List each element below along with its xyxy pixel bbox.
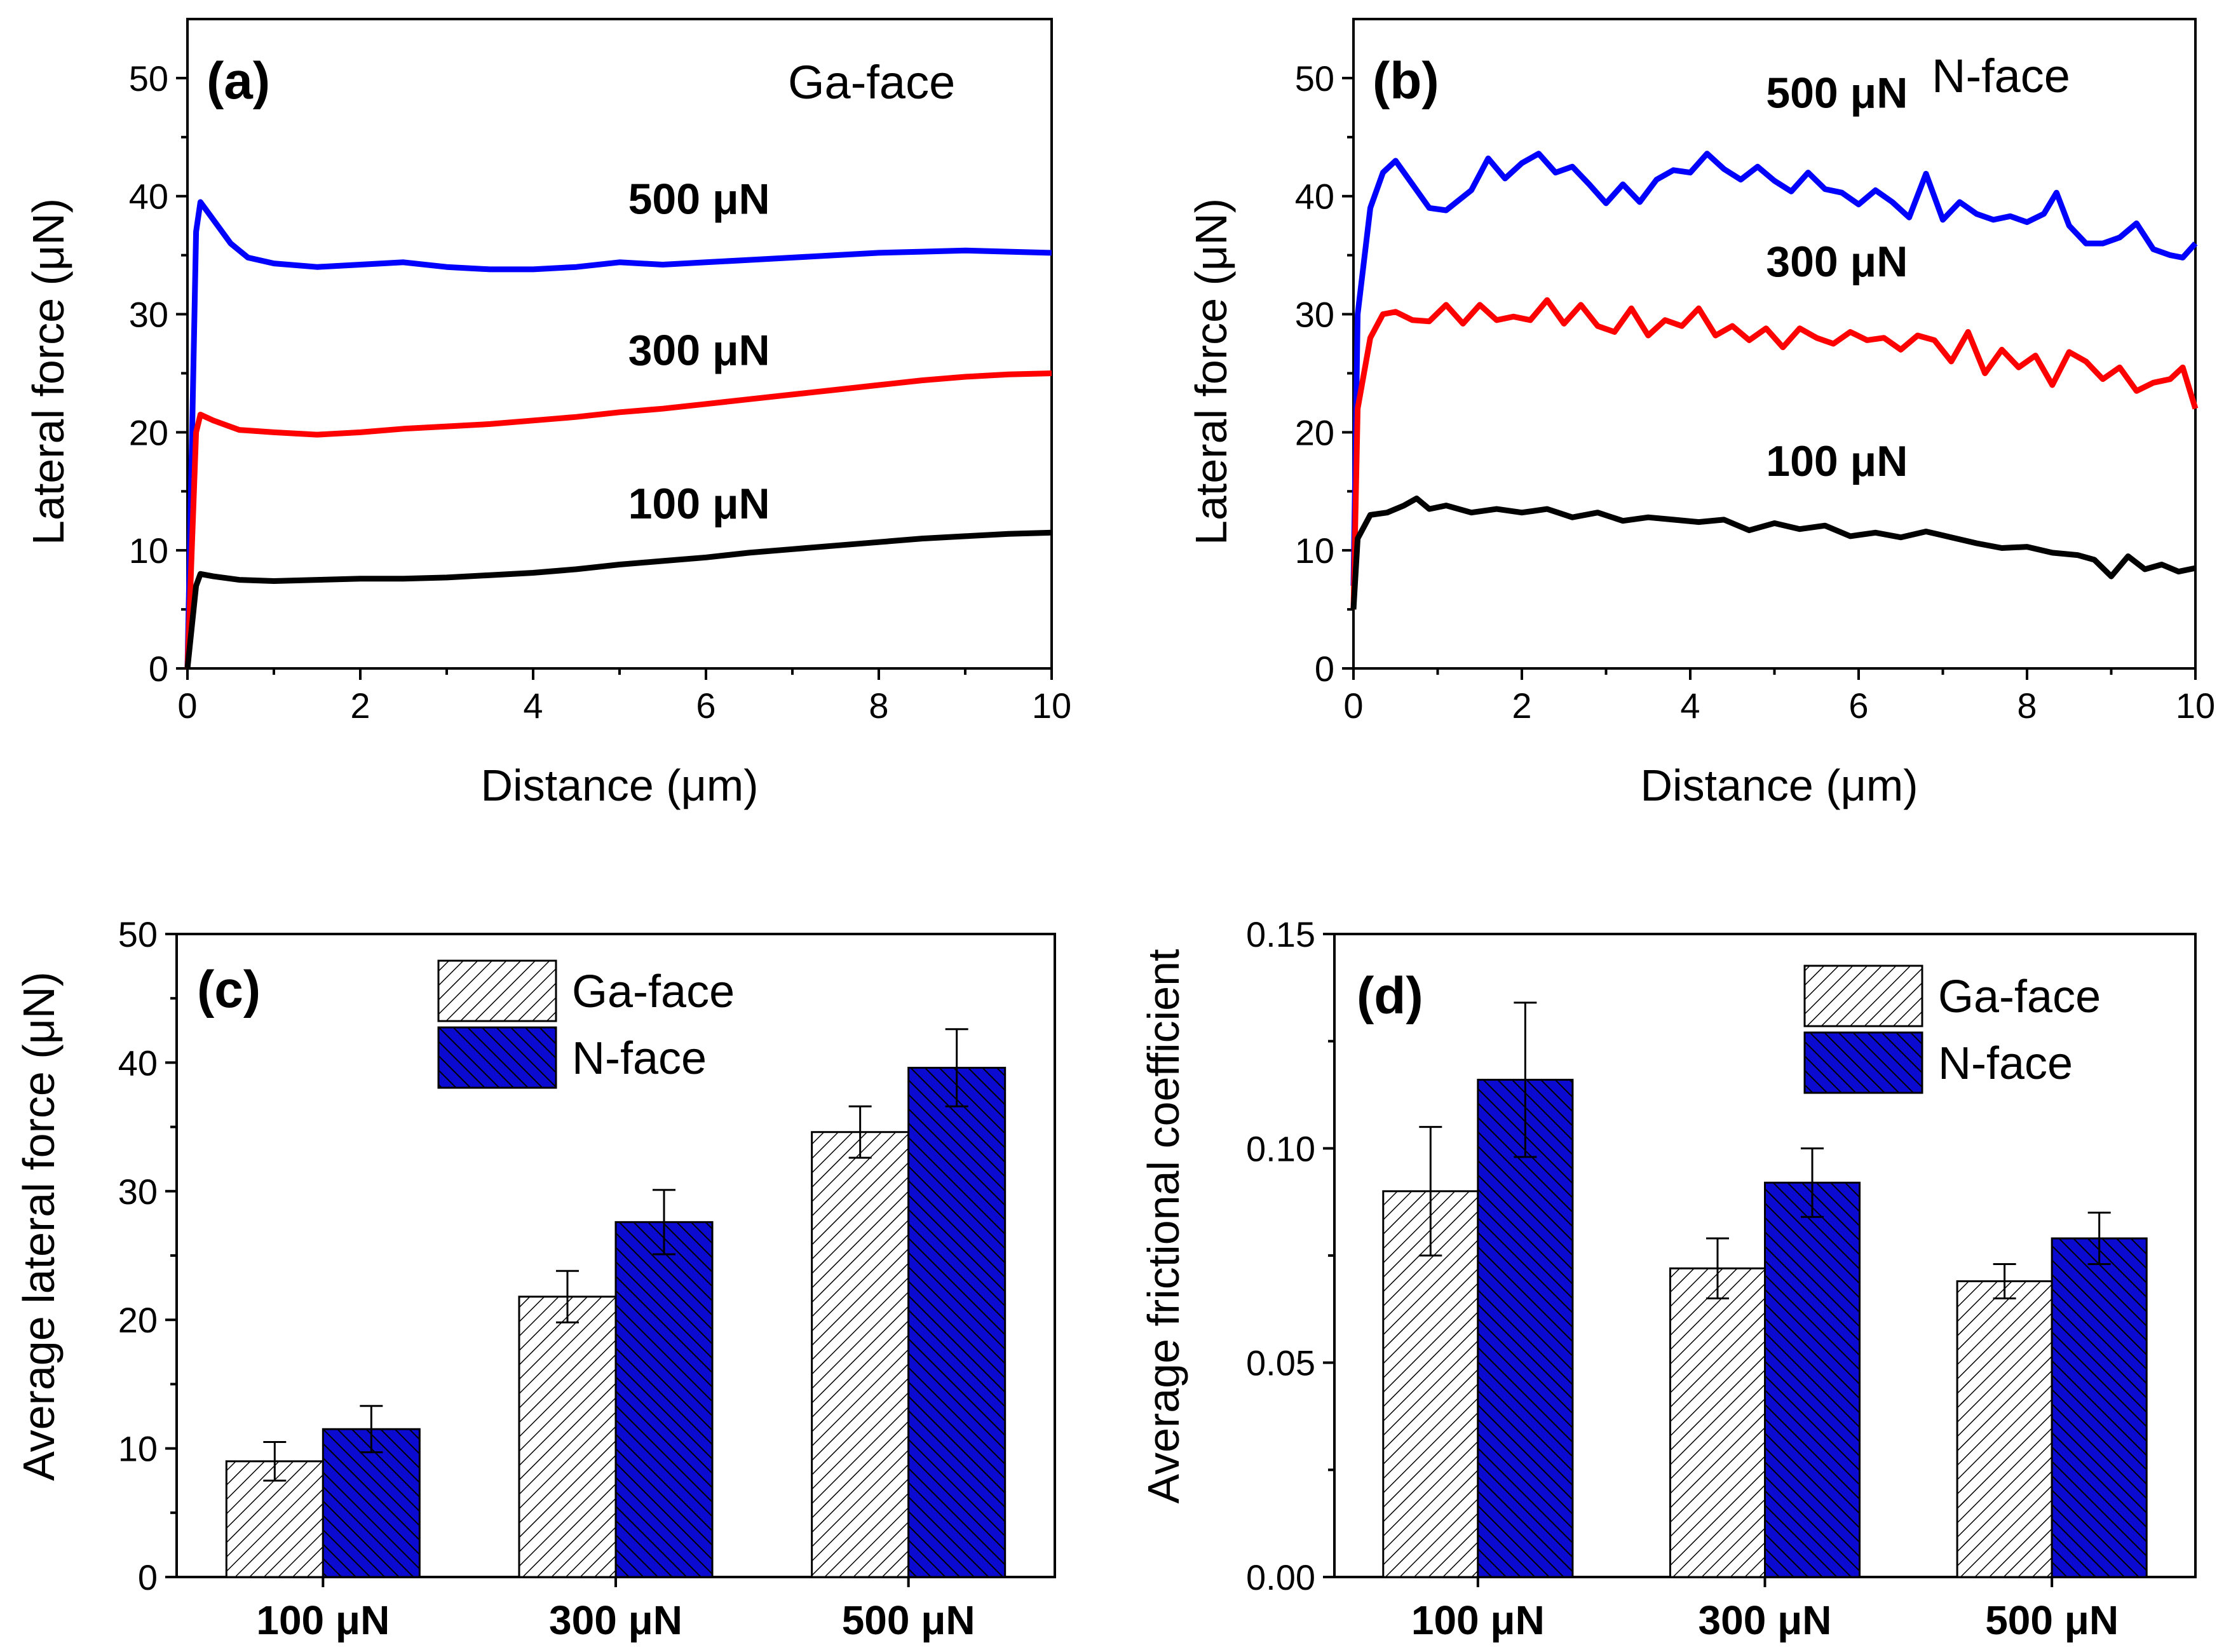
panel-c-y-tick-label: 50 [118,914,158,954]
panel-d-category-label: 500 μN [1985,1597,2119,1643]
panel-b-series-line-2 [1350,297,2199,610]
panel-d-y-tick-label: 0.10 [1246,1128,1315,1168]
panel-b-y-tick-label: 10 [1295,531,1334,571]
panel-a-x-tick-label: 2 [350,686,370,726]
panel-d-category-label: 100 μN [1411,1597,1545,1643]
panel-d-axes: 0.00 0.05 0.10 0.15 100 μN 300 μN 500 μN [1246,914,2197,1643]
panel-b-annotations: 500 μN 300 μN 100 μN [1766,69,1908,485]
panel-a-y-tick-label: 20 [129,412,168,452]
panel-d-bar-n-face [1764,1181,1861,1578]
panel-c-bar-chart: (c) Average lateral force (μN) 0 10 20 30 40… [14,914,1056,1643]
panel-b-series-annotation-2: 300 μN [1766,238,1908,286]
panel-d-bars [1382,1001,2148,1578]
panel-a-axes: 0 2 4 6 8 10 0 10 20 30 40 50 [129,18,1071,726]
panel-c-y-tick-label: 20 [118,1300,158,1340]
panel-c-label: (c) [197,961,261,1019]
panel-a-line-chart: (a) Ga-face Lateral force (μN) Distance … [24,18,1071,810]
panel-d-bar-n-face [2051,1237,2148,1578]
panel-b-label: (b) [1373,52,1439,110]
panel-a-y-tick-label: 40 [129,177,168,217]
panel-a-series-line-3 [184,529,1052,669]
panel-a-plot-frame [186,18,1053,670]
panel-c-category-label: 300 μN [549,1597,682,1643]
panel-a-y-tick-label: 10 [129,531,168,571]
panel-d-y-tick-label: 0.15 [1246,914,1315,954]
panel-b-series-annotation-3: 100 μN [1766,437,1908,485]
panel-b-x-tick-label: 2 [1512,686,1531,726]
panel-b-series-line-3 [1350,495,2196,610]
panel-c-bar-n-face [907,1066,1007,1578]
panel-c-legend: Ga-face N-face [437,959,735,1089]
panel-d-legend-label: N-face [1938,1038,2073,1089]
panel-a-x-tick-label: 8 [869,686,888,726]
panel-c-legend-swatch-ga-face [437,959,557,1022]
panel-d-bar-ga-face [1669,1267,1766,1578]
panel-d-legend: Ga-face N-face [1803,965,2101,1094]
panel-c-y-tick-label: 40 [118,1043,158,1083]
panel-b-axes: 0 2 4 6 8 10 0 10 20 30 40 50 [1295,18,2215,726]
panel-a-x-tick-label: 6 [696,686,715,726]
panel-a-series-annotation-1: 500 μN [628,175,770,224]
panel-c-bar-n-face [322,1428,421,1578]
panel-a-x-tick-label: 0 [177,686,197,726]
panel-c-bar-n-face [614,1221,714,1578]
panel-b-y-tick-label: 20 [1295,412,1334,452]
panel-d-y-tick-label: 0.05 [1246,1343,1315,1383]
panel-c-bars [225,1028,1007,1578]
panel-b-x-tick-label: 4 [1680,686,1700,726]
panel-a-y-tick-label: 30 [129,295,168,335]
panel-d-bar-ga-face [1956,1280,2053,1578]
panel-d-legend-swatch-n-face [1803,1031,1923,1094]
panel-d-category-label: 300 μN [1699,1597,1832,1643]
panel-a-annotations: 500 μN 300 μN 100 μN [628,175,770,528]
panel-b-y-tick-label: 40 [1295,177,1334,217]
panel-a-y-tick-label: 50 [129,58,168,98]
panel-a-series-annotation-3: 100 μN [628,480,770,528]
panel-a-x-tick-label: 10 [1032,686,1071,726]
panel-c-category-label: 100 μN [256,1597,390,1643]
panel-c-y-tick-label: 10 [118,1429,158,1469]
panel-b-line-chart: (b) N-face Lateral force (μN) Distance (… [1186,18,2215,810]
panel-a-x-tick-label: 4 [523,686,543,726]
panel-b-corner-label: N-face [1932,50,2070,102]
panel-b-series-annotation-1: 500 μN [1766,69,1908,117]
panel-a-label: (a) [207,52,270,110]
panel-c-bar-ga-face [811,1131,910,1578]
panel-b-series [1350,151,2199,610]
panel-a-series-line-2 [184,370,1052,669]
panel-b-x-tick-label: 0 [1343,686,1363,726]
panel-a-x-axis-title: Distance (μm) [480,761,758,810]
panel-b-y-tick-label: 0 [1315,649,1334,689]
panel-b-x-tick-label: 8 [2017,686,2037,726]
panel-b-series-line-1 [1350,151,2198,586]
panel-c-legend-swatch-n-face [437,1026,557,1089]
panel-c-legend-label: Ga-face [572,966,735,1017]
panel-d-legend-label: Ga-face [1938,972,2101,1022]
panel-d-legend-swatch-ga-face [1803,965,1923,1027]
panel-c-y-axis-title: Average lateral force (μN) [14,972,64,1481]
panel-a-series [184,199,1052,669]
panel-d-y-tick-label: 0.00 [1246,1557,1315,1597]
panel-d-label: (d) [1357,967,1423,1025]
panel-a-y-axis-title: Lateral force (μN) [24,198,73,545]
panel-b-y-tick-label: 50 [1295,58,1334,98]
panel-b-x-axis-title: Distance (μm) [1640,761,1918,810]
panel-a-series-line-1 [184,199,1052,669]
panel-a-series-annotation-2: 300 μN [628,326,770,374]
panel-c-legend-label: N-face [572,1033,707,1084]
panel-c-y-tick-label: 0 [138,1557,158,1597]
panel-d-y-axis-title: Average frictional coefficient [1139,949,1188,1504]
panel-b-x-tick-label: 10 [2176,686,2215,726]
panel-c-bar-ga-face [518,1296,617,1578]
panel-c-y-tick-label: 30 [118,1172,158,1212]
panel-b-y-tick-label: 30 [1295,295,1334,335]
panel-a-corner-label: Ga-face [788,56,955,109]
panel-b-y-axis-title: Lateral force (μN) [1186,198,1236,545]
panel-a-y-tick-label: 0 [149,649,168,689]
panel-b-x-tick-label: 6 [1848,686,1868,726]
panel-d-bar-chart: (d) Average frictional coefficient 0.000… [1139,914,2197,1643]
panel-c-category-label: 500 μN [842,1597,975,1643]
